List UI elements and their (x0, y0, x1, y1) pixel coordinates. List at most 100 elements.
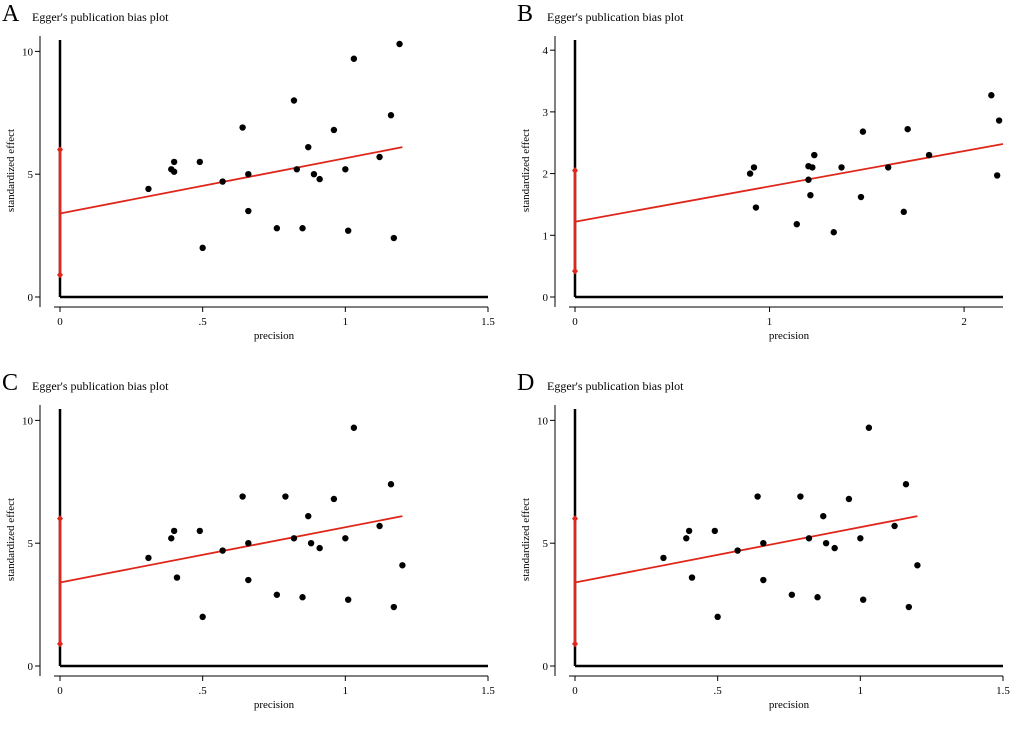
data-point (857, 193, 865, 201)
data-point (387, 481, 395, 488)
egger-plot-c-svg: 0 .5 1 1.5 0 5 10 precision standardized effect (5, 405, 495, 711)
data-point (290, 535, 298, 542)
data-point (173, 574, 181, 581)
data-point (399, 562, 406, 569)
egger-plot-panel-b: 0 1 2 0 1 2 3 4 precision standardized effect B E… (515, 0, 1030, 369)
fit-line (59, 146, 403, 215)
data-point (805, 176, 812, 183)
x-axis-label: precision (254, 699, 295, 711)
data-point (857, 535, 864, 542)
data-point (760, 539, 767, 547)
fit-line (574, 143, 1004, 223)
x-tick-label: 0 (572, 685, 578, 697)
x-axis-label: precision (769, 330, 810, 342)
data-point (273, 225, 281, 232)
data-point (245, 576, 252, 584)
x-tick-label: 2 (961, 316, 967, 328)
x-tick-label: 1.5 (481, 316, 495, 328)
data-point (310, 170, 318, 178)
data-point (299, 594, 306, 601)
x-tick-label: 1 (343, 685, 349, 697)
data-point (196, 158, 204, 166)
x-tick-label: 1.5 (996, 685, 1010, 697)
y-tick-label: 5 (28, 538, 34, 550)
data-point (145, 185, 152, 193)
x-tick-label: 1.5 (481, 685, 495, 697)
data-point (350, 424, 358, 431)
data-point (688, 574, 696, 581)
data-point (344, 596, 352, 603)
data-point (196, 527, 204, 535)
y-tick-label: 5 (28, 169, 34, 181)
data-point (814, 594, 821, 601)
y-tick-label: 5 (543, 538, 549, 550)
data-point (797, 493, 804, 500)
x-axis-label: precision (254, 330, 295, 342)
ci-cap-marker (57, 146, 63, 154)
ci-cap-marker (572, 267, 578, 275)
x-tick-label: .5 (199, 685, 208, 697)
data-point (316, 544, 323, 552)
chart-title: Egger's publication bias plot (32, 379, 169, 393)
y-tick-label: 1 (543, 230, 549, 242)
data-point (711, 527, 719, 535)
data-point (685, 527, 693, 535)
y-tick-label: 4 (543, 45, 549, 57)
data-point (831, 544, 838, 552)
data-point (838, 164, 845, 171)
data-point (746, 170, 754, 177)
data-point (245, 207, 252, 215)
y-axis-label: standardized effect (5, 498, 17, 581)
data-point (330, 126, 338, 134)
data-point (822, 539, 830, 547)
data-point (891, 522, 898, 530)
x-tick-label: .5 (714, 685, 723, 697)
x-tick-label: 0 (57, 685, 63, 697)
data-point (885, 164, 892, 171)
x-tick-label: 0 (572, 316, 578, 328)
data-point (199, 613, 206, 621)
x-tick-label: .5 (199, 316, 208, 328)
data-point (342, 166, 349, 173)
panel-letter: C (2, 370, 19, 396)
data-point (900, 208, 907, 216)
y-tick-label: 10 (537, 415, 549, 427)
data-point (168, 535, 175, 542)
y-tick-label: 0 (28, 292, 34, 304)
panel-letter: A (2, 1, 20, 27)
y-tick-label: 0 (543, 661, 549, 673)
data-point (683, 535, 690, 542)
data-point (344, 227, 352, 234)
data-point (754, 493, 761, 500)
data-point (293, 166, 301, 173)
data-point (350, 55, 358, 62)
y-axis-label: standardized effect (520, 498, 532, 581)
egger-plot-b-svg: 0 1 2 0 1 2 3 4 precision standardized effect (520, 36, 1004, 342)
egger-plot-panel-c: 0.5 1 1.5 0 5 10 precision standardized effect … (0, 369, 515, 738)
data-point (282, 493, 289, 500)
y-axis-label: standardized effect (5, 129, 17, 212)
chart-title: Egger's publication bias plot (547, 379, 684, 393)
data-point (760, 576, 767, 584)
data-point (396, 40, 403, 48)
data-point (387, 112, 395, 119)
data-point (390, 234, 398, 242)
data-point (342, 535, 349, 542)
data-point (865, 424, 873, 431)
x-tick-label: 1 (343, 316, 349, 328)
y-tick-label: 10 (22, 415, 34, 427)
data-point (170, 527, 178, 535)
data-point (219, 547, 226, 554)
data-point (390, 603, 398, 611)
data-point (752, 204, 760, 211)
data-point (660, 554, 667, 562)
ci-cap-marker (57, 271, 63, 279)
data-point (845, 495, 853, 503)
chart-title: Egger's publication bias plot (32, 10, 169, 24)
data-point (330, 495, 338, 503)
x-axis-label: precision (769, 699, 810, 711)
data-point (788, 591, 796, 598)
data-point (219, 178, 226, 185)
data-point (793, 220, 800, 228)
data-point (904, 125, 911, 133)
